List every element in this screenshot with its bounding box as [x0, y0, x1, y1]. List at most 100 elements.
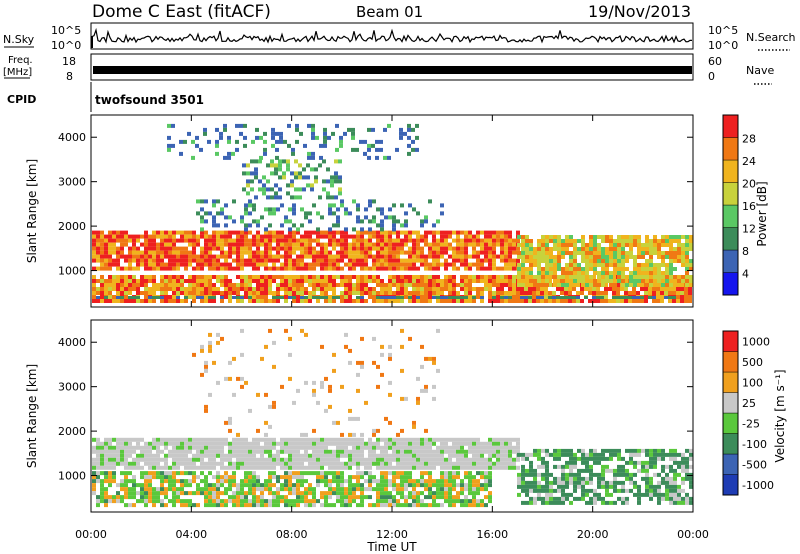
power-cell	[601, 267, 605, 271]
velocity-cell	[649, 496, 653, 501]
power-cell	[268, 266, 272, 271]
velocity-cell	[104, 437, 108, 442]
power-cell	[632, 291, 636, 295]
velocity-cell	[284, 457, 288, 462]
power-cell	[100, 242, 104, 247]
power-cell	[152, 254, 156, 259]
power-cell	[637, 267, 641, 271]
power-cell	[302, 167, 306, 172]
power-cell	[367, 155, 371, 160]
power-cell	[584, 287, 588, 291]
velocity-cell	[416, 483, 420, 488]
power-cell	[372, 279, 376, 283]
power-cell	[553, 283, 557, 287]
power-cell	[300, 275, 304, 279]
velocity-cell	[569, 472, 573, 477]
power-cell	[660, 287, 664, 291]
power-cell	[240, 262, 244, 267]
power-cell	[260, 215, 264, 220]
power-cell	[412, 283, 416, 287]
power-cell	[616, 296, 620, 299]
velocity-cell	[444, 437, 448, 442]
velocity-cell	[196, 483, 200, 488]
velocity-cell	[605, 480, 609, 485]
power-cell	[340, 295, 344, 299]
power-cell	[440, 291, 444, 295]
power-cell	[512, 283, 516, 287]
velocity-cell	[296, 437, 300, 442]
power-cell	[219, 135, 223, 140]
power-cell	[318, 195, 322, 200]
velocity-cell	[348, 483, 352, 488]
power-cell	[208, 279, 212, 283]
velocity-cell	[304, 432, 308, 437]
velocity-cell	[236, 376, 240, 381]
power-cell	[488, 291, 492, 295]
velocity-x-axis: 00:00 04:00 08:00 12:00 16:00 20:00 00:00	[75, 320, 709, 541]
colorbar-outline	[722, 114, 739, 296]
velocity-cell	[252, 487, 256, 492]
velocity-cell	[396, 465, 400, 470]
velocity-cell	[589, 448, 593, 453]
velocity-cell	[384, 441, 388, 446]
velocity-cell	[496, 441, 500, 446]
power-cell	[152, 230, 156, 235]
velocity-cell	[561, 468, 565, 473]
velocity-cell	[316, 453, 320, 458]
power-cell	[364, 275, 368, 279]
velocity-cell	[116, 499, 120, 504]
power-cell	[436, 246, 440, 251]
velocity-cell	[340, 432, 344, 437]
power-cell	[240, 238, 244, 243]
velocity-cell	[92, 491, 96, 496]
power-cell	[677, 239, 681, 243]
velocity-cell	[521, 468, 525, 473]
power-cell	[239, 123, 243, 128]
power-cell	[640, 296, 644, 299]
velocity-cell	[480, 445, 484, 450]
power-cell	[388, 215, 392, 220]
velocity-cell	[633, 460, 637, 465]
velocity-cell	[432, 479, 436, 484]
power-cell	[320, 291, 324, 295]
power-cell	[300, 238, 304, 243]
velocity-cell	[228, 449, 232, 454]
power-cell	[246, 163, 250, 168]
power-cell	[456, 296, 460, 299]
power-cell	[592, 275, 596, 279]
power-cell	[344, 234, 348, 239]
velocity-cell	[525, 488, 529, 493]
power-cell	[649, 259, 653, 263]
freq-panel: Freq. [MHz] 18 8 60 0 Nave	[3, 53, 774, 85]
power-cell	[396, 219, 400, 224]
power-cell	[577, 247, 581, 251]
velocity-cell	[304, 479, 308, 484]
power-cell	[653, 263, 657, 267]
power-cell	[464, 299, 468, 303]
power-cell	[144, 242, 148, 247]
power-cell	[200, 227, 204, 232]
velocity-cell	[464, 471, 468, 476]
velocity-cell	[512, 445, 516, 450]
velocity-cell	[228, 461, 232, 466]
velocity-cell	[549, 488, 553, 493]
velocity-cell	[585, 460, 589, 465]
velocity-cell	[328, 404, 332, 409]
velocity-cell	[248, 503, 252, 508]
velocity-cell	[645, 476, 649, 481]
velocity-cell	[212, 503, 216, 508]
power-cell	[332, 266, 336, 271]
power-cell	[160, 254, 164, 259]
power-cell	[420, 223, 424, 228]
power-cell	[176, 299, 180, 303]
power-cell	[104, 258, 108, 263]
power-cell	[408, 279, 412, 283]
power-cell	[597, 275, 601, 279]
velocity-cell	[224, 465, 228, 470]
power-cell	[600, 291, 604, 295]
power-cell	[544, 291, 548, 295]
velocity-cell	[236, 491, 240, 496]
velocity-cell	[288, 376, 292, 381]
velocity-cell	[296, 479, 300, 484]
power-cell	[460, 242, 464, 247]
